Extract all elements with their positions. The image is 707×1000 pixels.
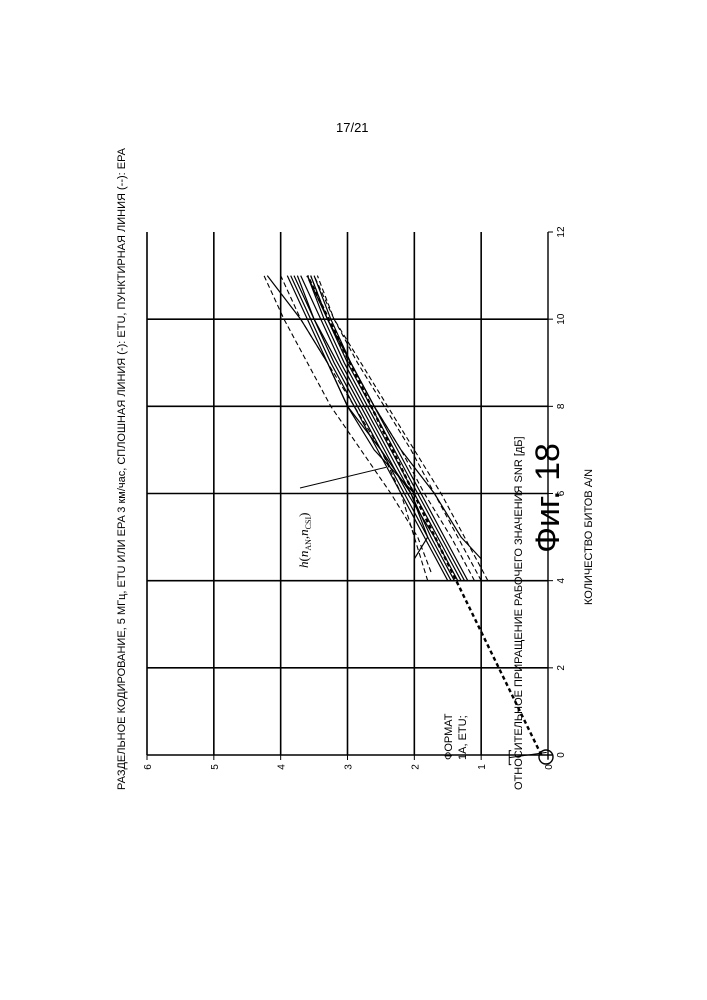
chart-title: РАЗДЕЛЬНОЕ КОДИРОВАНИЕ, 5 МГц, ETU ИЛИ E… xyxy=(116,147,128,790)
series-2-solid-line xyxy=(301,276,455,581)
y-tick-label: 1 xyxy=(477,764,488,770)
format-label-line1: ФОРМАТ xyxy=(443,713,455,760)
y-tick-label: 4 xyxy=(277,764,288,770)
x-tick-label: 2 xyxy=(556,665,567,671)
y-tick-label: 2 xyxy=(410,764,421,770)
x-tick-label: 10 xyxy=(556,313,567,325)
x-axis-label: КОЛИЧЕСТВО БИТОВ A/N xyxy=(583,469,595,605)
x-tick-label: 8 xyxy=(556,403,567,409)
format-label-line2: 1А, ETU; xyxy=(457,715,469,760)
y-tick-label: 6 xyxy=(143,764,154,770)
series-12-dashed-line xyxy=(317,276,481,581)
axes xyxy=(147,232,552,759)
grid xyxy=(147,232,548,755)
x-tick-label: 0 xyxy=(556,752,567,758)
y-tick-label: 3 xyxy=(344,764,355,770)
series-11-dashed-line xyxy=(314,276,488,581)
series-10-solid-line xyxy=(267,276,414,494)
figure-caption: Фиг. 18 xyxy=(526,433,570,563)
curve-label-csi: CSI xyxy=(304,517,313,530)
curve-label-an: AN xyxy=(304,539,313,551)
x-tick-label: 4 xyxy=(556,577,567,583)
chart-title-text: РАЗДЕЛЬНОЕ КОДИРОВАНИЕ, 5 МГц, ETU ИЛИ E… xyxy=(116,147,128,790)
series-1-solid-line xyxy=(307,276,461,581)
curve-label-leader xyxy=(300,467,386,488)
svg-text:h(nAN,nCSI): h(nAN,nCSI) xyxy=(296,513,313,568)
y-axis-label: ОТНОСИТЕЛЬНОЕ ПРИРАЩЕНИЕ РАБОЧЕГО ЗНАЧЕН… xyxy=(513,436,525,790)
curve-label: h(nAN,nCSI) xyxy=(296,513,313,568)
y-tick-label: 5 xyxy=(210,764,221,770)
y-tick-labels: 0123456 xyxy=(143,755,555,770)
series-7-solid-line xyxy=(314,276,468,581)
x-tick-label: 12 xyxy=(556,226,567,238)
